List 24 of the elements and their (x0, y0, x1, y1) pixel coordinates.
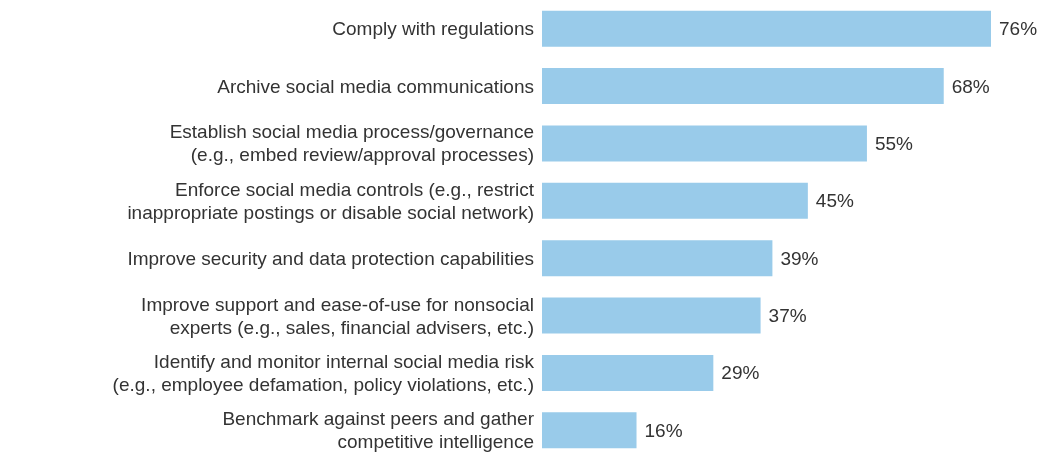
y-tick-label: Comply with regulations (332, 18, 534, 40)
y-tick-label: Improve support and ease-of-use for nonsocial experts (e.g., sales, financial advisers, etc.) (141, 293, 534, 338)
bar (542, 412, 637, 449)
y-tick-label: Improve security and data protection capabilities (127, 247, 534, 269)
y-tick-label: Archive social media communications (217, 75, 534, 97)
bar (542, 10, 991, 47)
bar (542, 297, 761, 334)
y-tick-label: Establish social media process/governance (e.g., embed review/approval processes) (169, 121, 534, 166)
data-label: 16% (644, 419, 683, 441)
y-tick-label: Enforce social media controls (e.g., restrict inappropriate postings or disable social network) (127, 178, 535, 223)
data-label: 55% (874, 132, 914, 154)
bar (542, 68, 944, 105)
data-label: 76% (999, 18, 1038, 40)
data-label: 45% (815, 190, 854, 212)
y-tick-label: Identify and monitor internal social media risk (e.g., employee defamation, policy violations, etc.) (112, 350, 535, 395)
bar (542, 182, 808, 219)
data-label: 29% (721, 362, 760, 384)
bar (542, 240, 773, 277)
bar (542, 125, 867, 162)
data-label: 37% (768, 305, 807, 327)
bar (542, 354, 714, 391)
data-label: 39% (780, 247, 819, 269)
y-tick-label: Benchmark against peers and gather competitive intelligence (222, 408, 535, 453)
data-label: 68% (951, 75, 990, 97)
